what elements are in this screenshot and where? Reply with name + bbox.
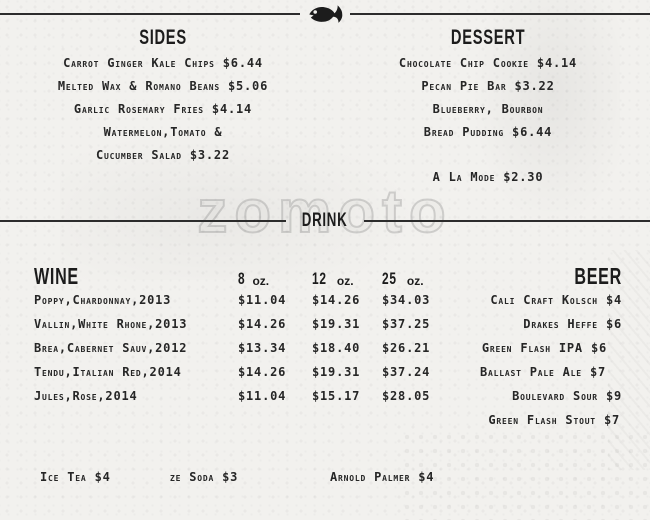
wine-price: $18.40 bbox=[312, 341, 361, 355]
menu-item: Garlic Rosemary Fries $4.14 bbox=[73, 102, 253, 116]
wine-price: $15.17 bbox=[312, 389, 361, 403]
menu-item: Ice Tea $4 bbox=[40, 470, 111, 484]
column-header-8oz: 8 oz. bbox=[238, 269, 270, 289]
wine-price: $19.31 bbox=[312, 365, 361, 379]
wine-section: WINE 8 oz. 12 oz. 25 oz. Poppy,Chardonnay,2… bbox=[34, 254, 464, 408]
wine-name: Tendu,Italian Red,2014 bbox=[34, 365, 182, 379]
menu-item: Carrot Ginger Kale Chips $6.44 bbox=[63, 56, 263, 70]
wine-price: $14.26 bbox=[312, 293, 361, 307]
menu-item: Drakes Heffe $6 bbox=[523, 317, 622, 331]
wine-price: $34.03 bbox=[382, 293, 431, 307]
dessert-title: DESSERT bbox=[450, 26, 526, 49]
menu-item: Blueberry, Bourbon bbox=[432, 102, 544, 116]
wine-price: $28.05 bbox=[382, 389, 431, 403]
wine-price: $14.26 bbox=[238, 365, 287, 379]
menu-item: Pecan Pie Bar $3.22 bbox=[421, 79, 555, 93]
drink-divider: DRINK bbox=[0, 209, 650, 233]
column-header-12oz: 12 oz. bbox=[312, 269, 354, 289]
divider-line bbox=[0, 220, 287, 222]
menu-item-ala-mode: A La Mode $2.30 bbox=[432, 170, 544, 184]
divider-line bbox=[0, 13, 300, 15]
wine-title: WINE bbox=[34, 263, 79, 289]
top-divider bbox=[0, 2, 650, 26]
wine-price: $26.21 bbox=[382, 341, 431, 355]
beer-section: BEER Cali Craft Kolsch $4 Drakes Heffe $… bbox=[372, 254, 622, 432]
column-header-25oz: 25 oz. bbox=[382, 269, 424, 289]
wine-name: Vallin,White Rhone,2013 bbox=[34, 317, 188, 331]
menu-item: Cucumber Salad $3.22 bbox=[95, 148, 230, 162]
sides-section: SIDES Carrot Ginger Kale Chips $6.44 Mel… bbox=[18, 25, 308, 167]
wine-price: $11.04 bbox=[238, 389, 287, 403]
fish-icon bbox=[307, 2, 343, 26]
menu-item: Green Flash Stout $7 bbox=[488, 413, 620, 427]
wine-price: $13.34 bbox=[238, 341, 287, 355]
wine-price: $19.31 bbox=[312, 317, 361, 331]
menu-item: Arnold Palmer $4 bbox=[330, 470, 435, 484]
wine-price: $37.24 bbox=[382, 365, 431, 379]
menu-item: Boulevard Sour $9 bbox=[512, 389, 622, 403]
wine-price: $14.26 bbox=[238, 317, 287, 331]
wine-price: $37.25 bbox=[382, 317, 431, 331]
wine-name: Brea,Cabernet Sauv,2012 bbox=[34, 341, 188, 355]
wine-name: Jules,Rose,2014 bbox=[34, 389, 138, 403]
menu-item: Ballast Pale Ale $7 bbox=[480, 365, 606, 379]
menu-item: Watermelon,Tomato & bbox=[103, 125, 223, 139]
soft-drinks-row: Ice Tea $4 ze Soda $3 Arnold Palmer $4 bbox=[0, 466, 650, 489]
wine-name: Poppy,Chardonnay,2013 bbox=[34, 293, 172, 307]
menu-item: Melted Wax & Romano Beans $5.06 bbox=[57, 79, 269, 93]
wine-price: $11.04 bbox=[238, 293, 287, 307]
menu-item: Cali Craft Kolsch $4 bbox=[490, 293, 622, 307]
drink-title: DRINK bbox=[302, 210, 348, 231]
beer-title: BEER bbox=[574, 263, 622, 289]
dessert-section: DESSERT Chocolate Chip Cookie $4.14 Peca… bbox=[342, 25, 634, 189]
menu-item: Green Flash IPA $6 bbox=[481, 341, 607, 355]
divider-line bbox=[350, 13, 650, 15]
divider-line bbox=[363, 220, 650, 222]
menu-item: Bread Pudding $6.44 bbox=[423, 125, 553, 139]
menu-item: Chocolate Chip Cookie $4.14 bbox=[398, 56, 578, 70]
sides-title: SIDES bbox=[139, 26, 187, 49]
menu-item: ze Soda $3 bbox=[170, 470, 239, 484]
